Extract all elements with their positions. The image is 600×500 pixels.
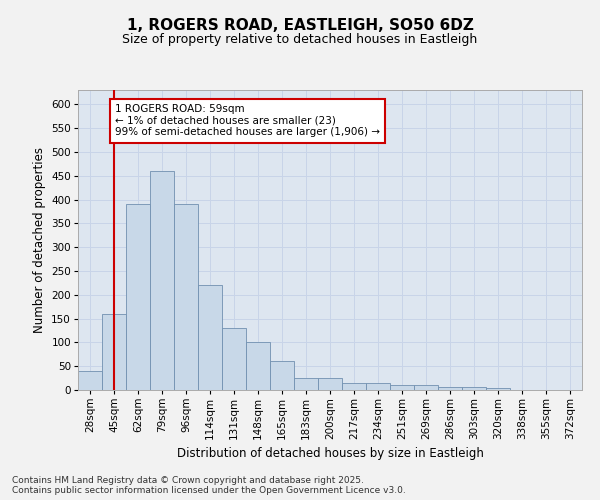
Bar: [414, 385, 438, 390]
Bar: [198, 285, 222, 390]
Bar: [222, 328, 246, 390]
Bar: [126, 204, 150, 390]
Text: Contains HM Land Registry data © Crown copyright and database right 2025.
Contai: Contains HM Land Registry data © Crown c…: [12, 476, 406, 495]
Bar: [366, 383, 390, 390]
Bar: [342, 383, 366, 390]
Text: Size of property relative to detached houses in Eastleigh: Size of property relative to detached ho…: [122, 32, 478, 46]
X-axis label: Distribution of detached houses by size in Eastleigh: Distribution of detached houses by size …: [176, 448, 484, 460]
Bar: [270, 362, 294, 390]
Bar: [318, 378, 342, 390]
Text: 1 ROGERS ROAD: 59sqm
← 1% of detached houses are smaller (23)
99% of semi-detach: 1 ROGERS ROAD: 59sqm ← 1% of detached ho…: [115, 104, 380, 138]
Bar: [294, 378, 318, 390]
Bar: [486, 388, 510, 390]
Bar: [78, 371, 102, 390]
Bar: [246, 342, 270, 390]
Bar: [174, 204, 198, 390]
Y-axis label: Number of detached properties: Number of detached properties: [33, 147, 46, 333]
Text: 1, ROGERS ROAD, EASTLEIGH, SO50 6DZ: 1, ROGERS ROAD, EASTLEIGH, SO50 6DZ: [127, 18, 473, 32]
Bar: [102, 314, 126, 390]
Bar: [150, 171, 174, 390]
Bar: [390, 385, 414, 390]
Bar: [438, 386, 462, 390]
Bar: [462, 386, 486, 390]
